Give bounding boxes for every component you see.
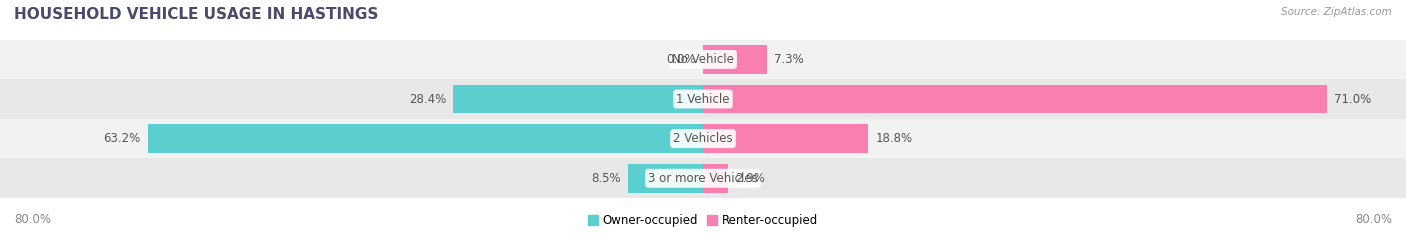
Bar [454, 85, 703, 113]
Bar [148, 124, 703, 153]
Text: 80.0%: 80.0% [1355, 212, 1392, 226]
Text: HOUSEHOLD VEHICLE USAGE IN HASTINGS: HOUSEHOLD VEHICLE USAGE IN HASTINGS [14, 7, 378, 22]
Text: 0.0%: 0.0% [666, 53, 696, 66]
Text: 1 Vehicle: 1 Vehicle [676, 93, 730, 106]
Text: No Vehicle: No Vehicle [672, 53, 734, 66]
Bar [703, 124, 869, 153]
Text: 8.5%: 8.5% [592, 172, 621, 185]
Text: 63.2%: 63.2% [104, 132, 141, 145]
Bar [628, 164, 703, 192]
Legend: Owner-occupied, Renter-occupied: Owner-occupied, Renter-occupied [588, 214, 818, 227]
Bar [703, 45, 768, 74]
Bar [0, 119, 1406, 158]
Bar [703, 85, 1327, 113]
Text: 80.0%: 80.0% [14, 212, 51, 226]
Bar [0, 158, 1406, 198]
Text: 2 Vehicles: 2 Vehicles [673, 132, 733, 145]
Bar [703, 164, 728, 192]
Bar [0, 79, 1406, 119]
Bar [0, 40, 1406, 79]
Text: 28.4%: 28.4% [409, 93, 447, 106]
Text: 2.9%: 2.9% [735, 172, 765, 185]
Text: Source: ZipAtlas.com: Source: ZipAtlas.com [1281, 7, 1392, 17]
Text: 18.8%: 18.8% [875, 132, 912, 145]
Text: 3 or more Vehicles: 3 or more Vehicles [648, 172, 758, 185]
Text: 71.0%: 71.0% [1334, 93, 1371, 106]
Text: 7.3%: 7.3% [775, 53, 804, 66]
